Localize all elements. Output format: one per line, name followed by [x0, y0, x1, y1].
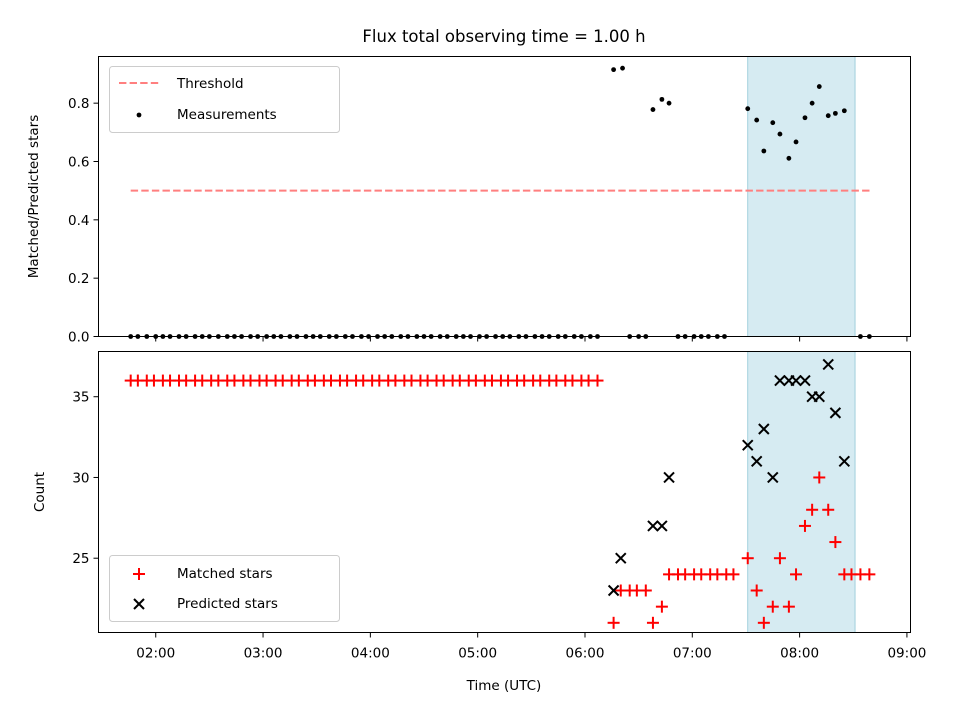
matched-star-point: [639, 584, 652, 597]
matched-star-point: [655, 600, 668, 613]
ratio-y-tick-label: 0.2: [68, 271, 89, 287]
predicted-star-point: [647, 520, 659, 532]
predicted-legend-swatch: [133, 598, 145, 610]
predicted-star-point: [615, 552, 627, 564]
measurement-point: [832, 110, 838, 116]
predicted-star-point: [758, 423, 770, 435]
measurement-point: [777, 131, 783, 137]
ratio-x-ticks: [155, 336, 908, 342]
measurements-legend-label: Measurements: [177, 107, 277, 123]
predicted-star-point: [607, 584, 620, 597]
matched-star-point: [798, 519, 811, 532]
predicted-star-point: [663, 471, 675, 484]
matched-legend-label: Matched stars: [177, 566, 273, 582]
measurement-point: [745, 106, 751, 112]
predicted-star-point: [829, 407, 842, 419]
ratio-panel: 0.00.20.40.60.8 Matched/Predicted stars …: [26, 56, 911, 346]
measurement-point: [761, 148, 767, 154]
measurement-point: [666, 100, 672, 106]
count-panel: 25 30 35 02:00 03:00 04:00 05:00 06:00 07:00 08:…: [32, 351, 926, 694]
predicted-star-point: [656, 520, 668, 532]
matched-star-point: [863, 568, 876, 581]
measurement-point: [770, 120, 776, 126]
matched-star-point: [822, 503, 835, 516]
x-tick-label: 09:00: [887, 646, 926, 662]
matched-star-point: [766, 600, 779, 613]
x-tick-label: 05:00: [458, 646, 497, 662]
threshold-legend-label: Threshold: [176, 76, 244, 92]
matched-star-point: [607, 616, 620, 629]
x-tick-label: 04:00: [351, 646, 390, 662]
measurement-point: [816, 84, 822, 89]
chart-title: Flux total observing time = 1.00 h: [362, 27, 645, 46]
predicted-star-point: [767, 471, 779, 484]
predicted-star-point: [799, 374, 811, 387]
predicted-star-points: [607, 358, 851, 597]
ratio-y-tick-label: 0.6: [68, 155, 89, 171]
measurement-point: [793, 139, 799, 145]
matched-star-point: [727, 568, 740, 581]
measurement-point: [659, 96, 665, 102]
matched-star-point: [741, 552, 754, 565]
predicted-star-point: [774, 374, 786, 387]
matched-star-point: [750, 584, 763, 597]
ratio-legend-box: [109, 66, 340, 133]
matched-star-point: [806, 503, 819, 516]
predicted-star-point: [838, 455, 851, 468]
matched-star-point: [757, 616, 770, 629]
matched-star-points: [124, 374, 876, 629]
matched-star-point: [813, 471, 826, 484]
count-y-tick-label: 25: [72, 551, 89, 567]
x-tick-label: 06:00: [566, 646, 605, 662]
x-tick-label: 03:00: [244, 646, 283, 662]
measurement-point: [802, 115, 808, 121]
predicted-legend-label: Predicted stars: [177, 596, 278, 612]
ratio-y-tick-label: 0.4: [68, 213, 89, 229]
measurement-point: [611, 67, 617, 73]
matched-star-point: [773, 552, 786, 565]
count-y-axis-label: Count: [32, 472, 48, 512]
x-axis-label: Time (UTC): [466, 678, 542, 694]
count-x-ticks: 02:00 03:00 04:00 05:00 06:00 07:00 08:00 09:00: [136, 632, 926, 662]
matched-legend-swatch: [133, 568, 145, 580]
measurement-point: [841, 108, 847, 114]
predicted-star-point: [822, 358, 834, 371]
matched-star-point: [591, 374, 604, 387]
count-plot-frame: [98, 351, 911, 633]
predicted-star-point: [750, 455, 763, 468]
ratio-legend: Threshold Measurements: [109, 66, 340, 133]
measurement-point: [786, 155, 792, 161]
count-legend-box: [109, 555, 340, 622]
measurement-point: [650, 107, 656, 112]
x-tick-label: 02:00: [136, 646, 175, 662]
matched-star-point: [782, 600, 795, 613]
x-tick-label: 08:00: [780, 646, 819, 662]
count-y-ticks: 25 30 35: [72, 390, 99, 567]
ratio-y-axis-label: Matched/Predicted stars: [26, 115, 42, 278]
count-y-tick-label: 30: [72, 470, 89, 486]
measurement-point: [809, 100, 815, 106]
measurement-point: [620, 65, 625, 71]
measurements-legend-swatch: [136, 112, 142, 118]
count-legend: Matched stars Predicted stars: [109, 555, 340, 622]
count-shaded-interval: [747, 351, 856, 633]
predicted-star-point: [813, 391, 825, 403]
predicted-star-point: [790, 374, 802, 387]
matched-star-point: [829, 536, 842, 549]
ratio-plot-frame: [98, 56, 911, 337]
matched-star-point: [790, 568, 803, 581]
predicted-star-point: [742, 439, 754, 451]
measurement-point: [754, 117, 760, 123]
measurement-point: [825, 113, 831, 119]
ratio-y-ticks: 0.0 0.2 0.4 0.6 0.8: [68, 96, 99, 346]
count-y-tick-label: 35: [72, 390, 89, 406]
ratio-y-tick-label: 0.8: [68, 96, 89, 112]
x-tick-label: 07:00: [673, 646, 712, 662]
ratio-shaded-interval: [747, 56, 856, 337]
matched-star-point: [646, 616, 659, 629]
ratio-y-tick-label: 0.0: [68, 330, 89, 346]
